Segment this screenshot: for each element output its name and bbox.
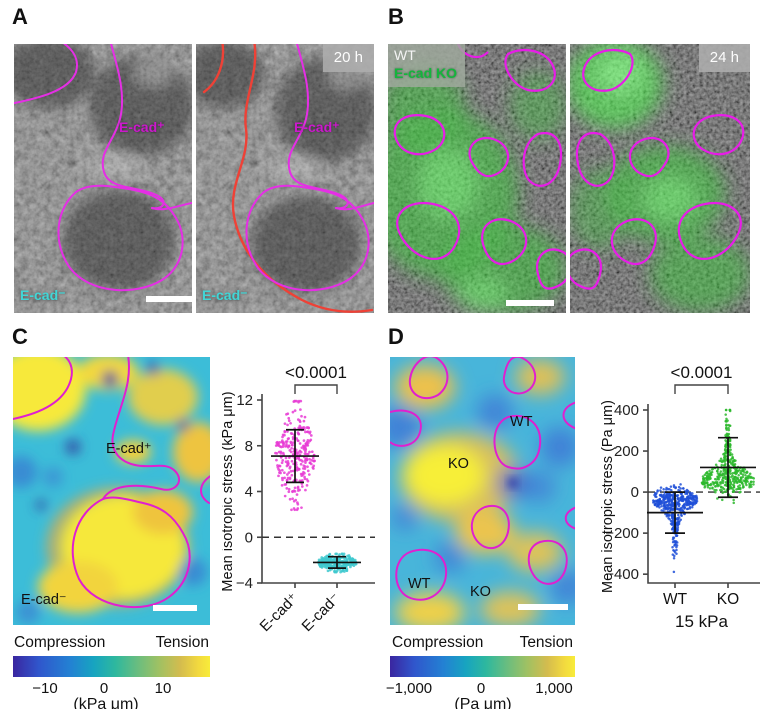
svg-text:15 kPa: 15 kPa xyxy=(675,612,728,631)
panel-a-letter: A xyxy=(12,4,28,29)
panel-b-image-right: 24 h xyxy=(570,44,750,313)
fluorescence-image xyxy=(570,44,750,313)
legend-wt-label: WT xyxy=(394,47,416,63)
colorbar-tick: 0 xyxy=(476,680,486,697)
svg-text:Mean isotropic stress (Pa μm): Mean isotropic stress (Pa μm) xyxy=(600,400,616,593)
colorbar-tick: 10 xyxy=(154,680,172,697)
panel-d-letter: D xyxy=(388,324,404,349)
colorbar-unit: (kPa μm) xyxy=(73,696,139,709)
phase-contrast-image xyxy=(196,44,374,313)
panel-a-image-right: 20 h E-cad⁺ E-cad⁻ xyxy=(196,44,374,313)
svg-text:200: 200 xyxy=(614,443,639,460)
svg-text:E-cad⁺: E-cad⁺ xyxy=(256,590,301,635)
panel-c-scatter-plot: 12 8 4 0 −4 <0.0001 E-cad⁺E-cad⁻ Mean isotropic… xyxy=(222,363,375,635)
stress-heatmap xyxy=(390,357,575,625)
panel-b-letter: B xyxy=(388,4,404,29)
ecad-neg-label: E-cad⁻ xyxy=(202,287,248,303)
svg-text:4: 4 xyxy=(245,484,253,501)
svg-text:12: 12 xyxy=(236,392,253,409)
panel-d-scatter-plot: 400 200 0 −200 −400 <0.0001 WT KO 15 kPa Mean iso… xyxy=(600,363,760,631)
scale-bar xyxy=(518,604,568,610)
svg-text:<0.0001: <0.0001 xyxy=(671,363,733,382)
panel-c-colorbar xyxy=(13,656,210,677)
panel-b-legend: WT E-cad KO xyxy=(388,44,466,87)
legend-ecad-ko-label: E-cad KO xyxy=(394,64,458,81)
fluorescence-image xyxy=(388,44,566,313)
panel-d-stress-map: WT KO WT KO xyxy=(390,357,575,625)
svg-text:<0.0001: <0.0001 xyxy=(285,363,347,382)
ecad-neg-label: E-cad⁻ xyxy=(20,287,66,303)
panel-b-image-left: WT E-cad KO xyxy=(388,44,566,313)
panel-d-colorbar-labels: Compression Tension xyxy=(392,634,573,652)
svg-text:−400: −400 xyxy=(605,566,639,583)
svg-text:−200: −200 xyxy=(605,525,639,542)
colorbar-tick: −10 xyxy=(32,680,58,697)
phase-contrast-image xyxy=(14,44,192,313)
svg-text:400: 400 xyxy=(614,402,639,419)
ecad-pos-label: E-cad⁺ xyxy=(294,119,340,135)
panel-c-colorbar-labels: Compression Tension xyxy=(14,634,209,652)
svg-text:WT: WT xyxy=(663,591,688,608)
colorbar-unit: (Pa μm) xyxy=(454,696,512,709)
scale-bar xyxy=(506,300,554,306)
colorbar-tick: 0 xyxy=(99,680,109,697)
scale-bar xyxy=(146,296,192,302)
stress-heatmap xyxy=(13,357,210,625)
map-wt-label-top: WT xyxy=(510,414,533,430)
map-ecad-neg-label: E-cad⁻ xyxy=(21,592,67,608)
svg-text:0: 0 xyxy=(631,484,639,501)
map-ko-label-mid: KO xyxy=(448,456,469,472)
svg-text:0: 0 xyxy=(245,529,253,546)
panel-c-letter: C xyxy=(12,324,28,349)
panel-c-stress-map: E-cad⁺ E-cad⁻ xyxy=(13,357,210,625)
svg-text:8: 8 xyxy=(245,438,253,455)
svg-text:E-cad⁻: E-cad⁻ xyxy=(298,590,343,635)
compression-label: Compression xyxy=(392,634,484,651)
svg-text:Mean isotropic stress (kPa μm): Mean isotropic stress (kPa μm) xyxy=(222,391,236,591)
map-ecad-pos-label: E-cad⁺ xyxy=(106,441,152,457)
tension-label: Tension xyxy=(155,634,209,651)
svg-text:KO: KO xyxy=(717,591,739,608)
ecad-pos-label: E-cad⁺ xyxy=(119,119,165,135)
timestamp-badge: 20 h xyxy=(322,44,374,72)
compression-label: Compression xyxy=(14,634,106,651)
colorbar-tick: 1,000 xyxy=(535,680,573,697)
panel-a-image-left: E-cad⁺ E-cad⁻ xyxy=(14,44,192,313)
map-ko-label-bottom: KO xyxy=(470,584,491,600)
map-wt-label-bottom: WT xyxy=(408,576,431,592)
svg-text:−4: −4 xyxy=(236,575,253,592)
scale-bar xyxy=(153,605,197,611)
timestamp-badge: 24 h xyxy=(698,44,750,72)
colorbar-tick: −1,000 xyxy=(385,680,433,697)
tension-label: Tension xyxy=(519,634,573,651)
panel-d-colorbar xyxy=(390,656,575,677)
